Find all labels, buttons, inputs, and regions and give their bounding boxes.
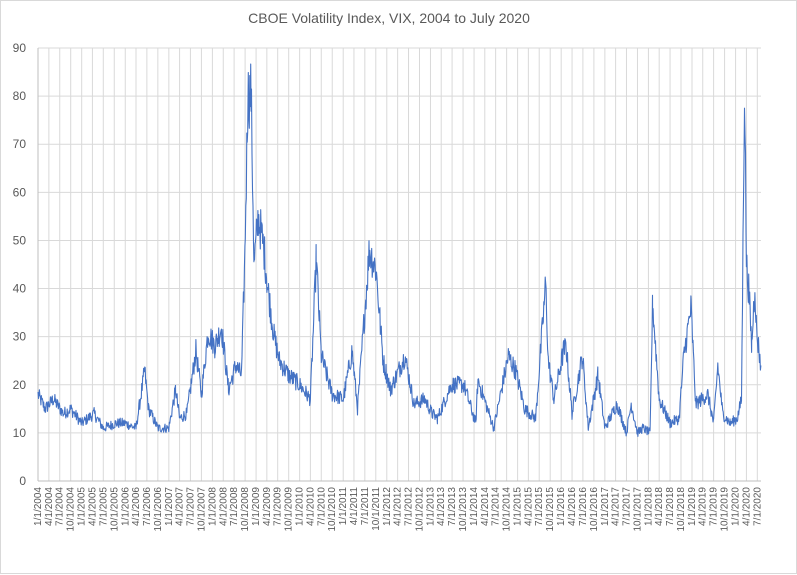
x-tick-label: 4/1/2010 (305, 487, 316, 526)
y-tick-label: 40 (13, 282, 27, 296)
y-tick-label: 90 (13, 41, 27, 55)
x-tick-label: 4/1/2012 (393, 487, 404, 526)
chart-title: CBOE Volatility Index, VIX, 2004 to July… (248, 10, 530, 26)
x-tick-label: 7/1/2010 (316, 487, 327, 526)
x-tick-label: 1/1/2019 (687, 487, 698, 526)
x-tick-label: 4/1/2015 (523, 487, 534, 526)
x-tick-label: 10/1/2009 (284, 487, 295, 532)
x-tick-label: 4/1/2011 (349, 487, 360, 526)
x-tick-label: 4/1/2016 (567, 487, 578, 526)
x-tick-labels: 1/1/2004 4/1/2004 7/1/2004 10/1/2004 1/1/200… (33, 487, 763, 532)
x-tick-label: 10/1/2010 (327, 487, 338, 532)
x-tick-label: 10/1/2018 (676, 487, 687, 532)
x-tick-label: 7/1/2011 (360, 487, 371, 526)
x-tick-label: 7/1/2020 (752, 487, 763, 526)
x-tick-label: 7/1/2004 (55, 487, 66, 526)
y-tick-label: 0 (19, 474, 26, 488)
y-tick-label: 50 (13, 233, 27, 247)
x-tick-label: 10/1/2017 (632, 487, 643, 532)
x-tick-label: 1/1/2011 (338, 487, 349, 526)
x-tick-label: 7/1/2005 (98, 487, 109, 526)
x-tick-label: 1/1/2009 (251, 487, 262, 526)
x-tick-label: 10/1/2004 (66, 487, 77, 532)
x-tick-label: 1/1/2013 (425, 487, 436, 526)
y-tick-label: 60 (13, 185, 27, 199)
x-tick-label: 7/1/2007 (185, 487, 196, 526)
x-tick-label: 7/1/2017 (621, 487, 632, 526)
x-tick-label: 4/1/2007 (175, 487, 186, 526)
x-tick-label: 10/1/2014 (502, 487, 513, 532)
x-tick-label: 10/1/2006 (153, 487, 164, 532)
x-tick-label: 4/1/2020 (741, 487, 752, 526)
x-tick-label: 1/1/2012 (382, 487, 393, 526)
x-tick-label: 1/1/2020 (731, 487, 742, 526)
x-tick-label: 10/1/2012 (414, 487, 425, 532)
x-tick-label: 7/1/2015 (534, 487, 545, 526)
x-tick-label: 4/1/2006 (131, 487, 142, 526)
y-tick-label: 20 (13, 378, 27, 392)
x-tick-label: 7/1/2014 (491, 487, 502, 526)
x-tick-label: 1/1/2014 (469, 487, 480, 526)
x-tick-label: 1/1/2018 (643, 487, 654, 526)
x-tick-label: 10/1/2013 (458, 487, 469, 532)
x-tick-label: 4/1/2008 (218, 487, 229, 526)
x-tick-label: 1/1/2005 (77, 487, 88, 526)
x-tick-label: 10/1/2019 (720, 487, 731, 532)
x-tick-label: 4/1/2019 (698, 487, 709, 526)
horizontal-gridlines (38, 47, 761, 434)
x-tick-label: 4/1/2005 (87, 487, 98, 526)
x-tick-label: 1/1/2007 (164, 487, 175, 526)
x-tick-label: 1/1/2008 (207, 487, 218, 526)
x-tick-label: 7/1/2018 (665, 487, 676, 526)
x-tick-label: 1/1/2015 (513, 487, 524, 526)
vix-series-line (37, 63, 762, 437)
x-tick-label: 7/1/2012 (404, 487, 415, 526)
x-tick-label: 10/1/2008 (240, 487, 251, 532)
x-tick-label: 10/1/2015 (545, 487, 556, 532)
x-tick-label: 4/1/2004 (44, 487, 55, 526)
x-tick-label: 4/1/2014 (480, 487, 491, 526)
x-tick-label: 1/1/2004 (33, 487, 44, 526)
x-tick-label: 10/1/2007 (196, 487, 207, 532)
x-tick-label: 7/1/2006 (142, 487, 153, 526)
y-tick-label: 30 (13, 330, 27, 344)
x-tick-label: 10/1/2016 (589, 487, 600, 532)
vertical-gridlines (37, 48, 758, 481)
y-tick-label: 10 (13, 426, 27, 440)
x-tick-label: 4/1/2009 (262, 487, 273, 526)
x-tick-label: 4/1/2017 (611, 487, 622, 526)
x-tick-label: 1/1/2006 (120, 487, 131, 526)
x-tick-label: 1/1/2010 (295, 487, 306, 526)
x-tick-label: 10/1/2011 (371, 487, 382, 531)
x-tick-label: 4/1/2013 (436, 487, 447, 526)
x-tick-label: 7/1/2013 (447, 487, 458, 526)
x-tick-label: 10/1/2005 (109, 487, 120, 532)
x-tick-label: 7/1/2008 (229, 487, 240, 526)
y-tick-label: 70 (13, 137, 27, 151)
x-tick-label: 7/1/2016 (578, 487, 589, 526)
y-tick-labels: 0 10 20 30 40 50 60 70 80 90 (13, 41, 27, 488)
x-tick-label: 7/1/2019 (709, 487, 720, 526)
x-tick-label: 7/1/2009 (273, 487, 284, 526)
x-tick-label: 1/1/2016 (556, 487, 567, 526)
x-tick-label: 4/1/2018 (654, 487, 665, 526)
y-tick-label: 80 (13, 89, 27, 103)
x-tick-label: 1/1/2017 (600, 487, 611, 526)
